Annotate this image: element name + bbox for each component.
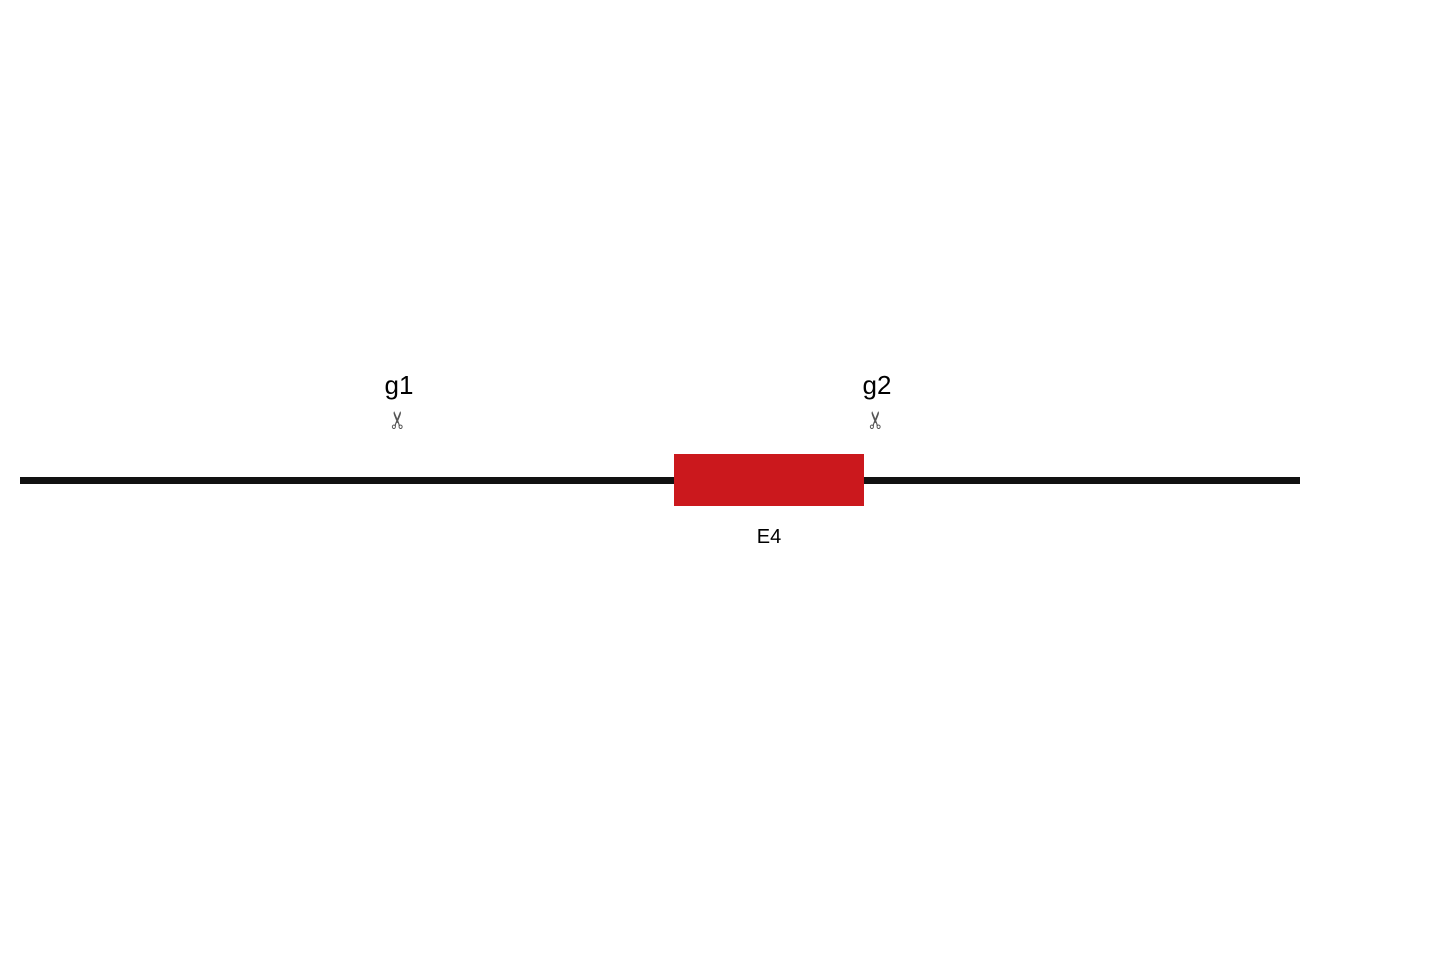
guide-label-g1: g1 — [385, 370, 414, 401]
guide-label-g2: g2 — [863, 370, 892, 401]
scissors-icon: ✂ — [387, 410, 411, 430]
scissors-icon: ✂ — [865, 410, 889, 430]
exon-label: E4 — [757, 526, 781, 549]
gene-diagram: E4 g1 ✂ g2 ✂ — [0, 0, 1440, 960]
axis-line-right — [864, 477, 1300, 484]
exon-block — [674, 454, 864, 506]
axis-line-left — [20, 477, 674, 484]
